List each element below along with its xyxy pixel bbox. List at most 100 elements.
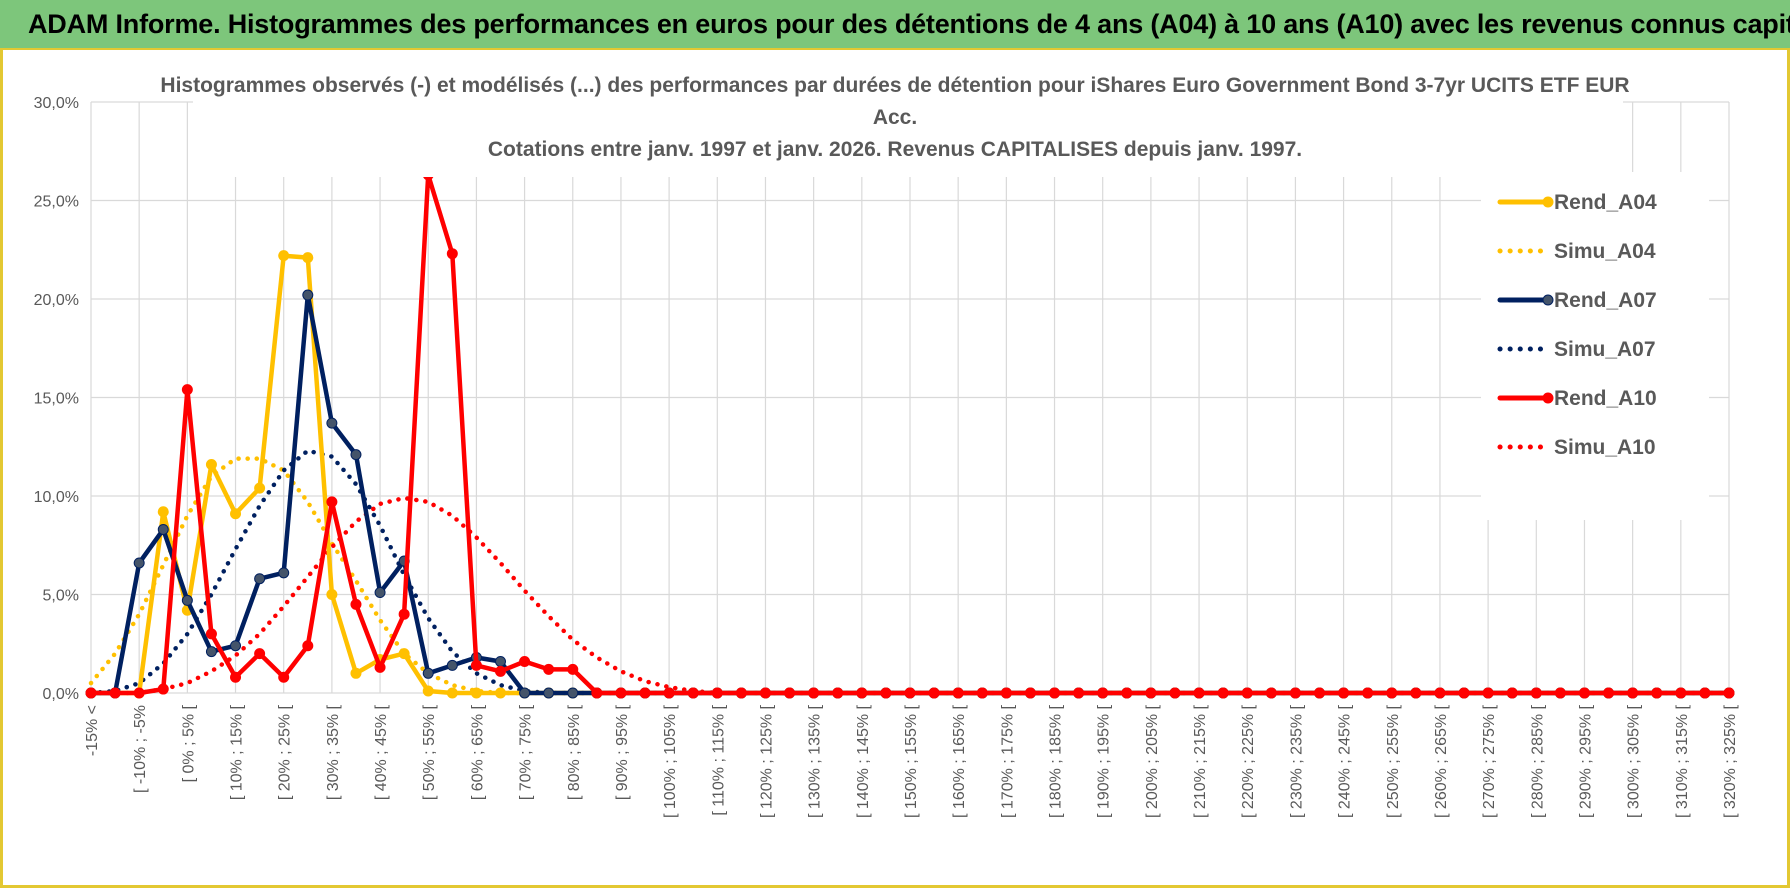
data-point-Rend_A10 (808, 687, 820, 699)
data-point-Rend_A10 (1241, 687, 1253, 699)
data-point-Rend_A04 (157, 506, 169, 518)
data-point-Rend_A10 (1217, 687, 1229, 699)
y-tick-label: 20,0% (34, 292, 79, 309)
legend-marker (1542, 392, 1554, 404)
data-point-Rend_A10 (326, 496, 338, 508)
data-point-Rend_A10 (1410, 687, 1422, 699)
data-point-Rend_A07 (157, 523, 169, 535)
data-point-Rend_A07 (230, 640, 242, 652)
x-tick-label: [ 130% ; 135% [ (807, 704, 824, 818)
data-point-Rend_A10 (1314, 687, 1325, 699)
data-point-Rend_A10 (1627, 687, 1639, 699)
x-tick-label: [ 20% ; 25% [ (277, 704, 294, 800)
legend-entry-Rend_A04: Rend_A04 (1497, 191, 1657, 214)
data-point-Rend_A07 (543, 687, 555, 699)
data-point-Rend_A10 (254, 648, 266, 660)
data-point-Rend_A10 (181, 384, 193, 396)
data-point-Rend_A10 (711, 687, 723, 699)
x-axis-ticks: -15% < [ -10% ; -5% [ 0% ; 5% [[ 10% ; 15%… (84, 704, 1739, 818)
x-tick-label: [ 300% ; 305% [ (1626, 704, 1643, 818)
chart-title-background (193, 63, 1623, 177)
y-tick-label: 30,0% (34, 95, 79, 112)
data-point-Rend_A07 (181, 594, 193, 606)
data-point-Rend_A10 (928, 687, 940, 699)
data-point-Rend_A10 (1723, 687, 1735, 699)
series-layer (85, 169, 1735, 699)
chart-title-line: Histogrammes observés (-) et modélisés (… (160, 74, 1629, 97)
x-tick-label: [ 250% ; 255% [ (1385, 704, 1402, 818)
x-tick-label: [ 230% ; 235% [ (1288, 704, 1305, 818)
data-point-Rend_A10 (1097, 687, 1109, 699)
data-point-Rend_A10 (904, 687, 916, 699)
data-point-Rend_A07 (350, 449, 362, 461)
data-point-Rend_A04 (446, 687, 458, 699)
data-point-Rend_A10 (1675, 687, 1687, 699)
data-point-Rend_A07 (133, 557, 145, 569)
data-point-Rend_A10 (1506, 687, 1518, 699)
legend-entry-Rend_A07: Rend_A07 (1497, 289, 1657, 312)
data-point-Rend_A10 (1458, 687, 1470, 699)
legend-label: Rend_A04 (1554, 191, 1657, 214)
y-tick-label: 5,0% (43, 588, 79, 605)
x-tick-label: [ 40% ; 45% [ (373, 704, 390, 800)
x-tick-label: [ 190% ; 195% [ (1096, 704, 1113, 818)
x-tick-label: [ 280% ; 285% [ (1529, 704, 1546, 818)
x-tick-label: [ 70% ; 75% [ (518, 704, 535, 800)
x-tick-label: [ 290% ; 295% [ (1577, 704, 1594, 818)
data-point-Rend_A07 (278, 567, 290, 579)
data-point-Rend_A04 (278, 250, 290, 262)
data-point-Rend_A04 (326, 589, 338, 600)
data-point-Rend_A10 (133, 687, 145, 699)
data-point-Rend_A10 (1121, 687, 1133, 699)
data-point-Rend_A04 (495, 687, 506, 699)
data-point-Rend_A04 (470, 687, 482, 699)
data-point-Rend_A10 (591, 687, 603, 699)
data-point-Rend_A04 (302, 252, 314, 264)
data-point-Rend_A10 (109, 687, 121, 699)
data-point-Rend_A10 (1554, 687, 1566, 699)
x-tick-label: [ 310% ; 315% [ (1674, 704, 1691, 818)
data-point-Rend_A10 (398, 608, 410, 620)
x-tick-label: [ 220% ; 225% [ (1240, 704, 1257, 818)
y-tick-label: 25,0% (34, 194, 79, 211)
report-banner: ADAM Informe. Histogrammes des performan… (0, 0, 1790, 50)
y-tick-label: 10,0% (34, 489, 79, 506)
x-tick-label: [ 200% ; 205% [ (1144, 704, 1161, 818)
data-point-Rend_A04 (350, 667, 362, 679)
data-point-Rend_A10 (784, 687, 796, 699)
legend-marker (1542, 294, 1554, 306)
data-point-Rend_A07 (519, 687, 531, 699)
data-point-Rend_A10 (350, 598, 362, 610)
x-tick-label: [ 210% ; 215% [ (1192, 704, 1209, 818)
x-tick-label: [ 0% ; 5% [ (180, 704, 197, 782)
data-point-Rend_A07 (374, 587, 386, 599)
x-tick-label: [ 170% ; 175% [ (999, 704, 1016, 818)
data-point-Rend_A10 (976, 687, 988, 699)
chart-title: Histogrammes observés (-) et modélisés (… (160, 74, 1629, 161)
data-point-Rend_A04 (230, 508, 242, 520)
data-point-Rend_A07 (495, 655, 506, 667)
data-point-Rend_A07 (254, 573, 266, 585)
legend-entry-Simu_A04: Simu_A04 (1497, 240, 1656, 263)
data-point-Rend_A10 (856, 687, 868, 699)
data-point-Rend_A10 (85, 687, 97, 699)
data-point-Rend_A10 (735, 687, 747, 699)
x-tick-label: [ 320% ; 325% [ (1722, 704, 1739, 818)
x-tick-label: [ 140% ; 145% [ (855, 704, 872, 818)
data-point-Rend_A10 (1578, 687, 1590, 699)
data-point-Rend_A10 (1049, 687, 1061, 699)
data-point-Rend_A10 (759, 687, 771, 699)
x-tick-label: [ 80% ; 85% [ (566, 704, 583, 800)
data-point-Rend_A10 (1651, 687, 1663, 699)
x-tick-label: [ 90% ; 95% [ (614, 704, 631, 800)
data-point-Rend_A10 (952, 687, 964, 699)
data-point-Rend_A10 (687, 687, 699, 699)
data-point-Rend_A10 (374, 661, 386, 673)
x-tick-label: [ 10% ; 15% [ (229, 704, 246, 800)
data-point-Rend_A07 (567, 687, 579, 699)
legend-label: Rend_A10 (1554, 387, 1657, 410)
legend-entry-Simu_A07: Simu_A07 (1497, 338, 1656, 361)
x-tick-label: [ 260% ; 265% [ (1433, 704, 1450, 818)
x-tick-label: [ 120% ; 125% [ (758, 704, 775, 818)
banner-title: ADAM Informe. Histogrammes des performan… (28, 9, 1790, 39)
